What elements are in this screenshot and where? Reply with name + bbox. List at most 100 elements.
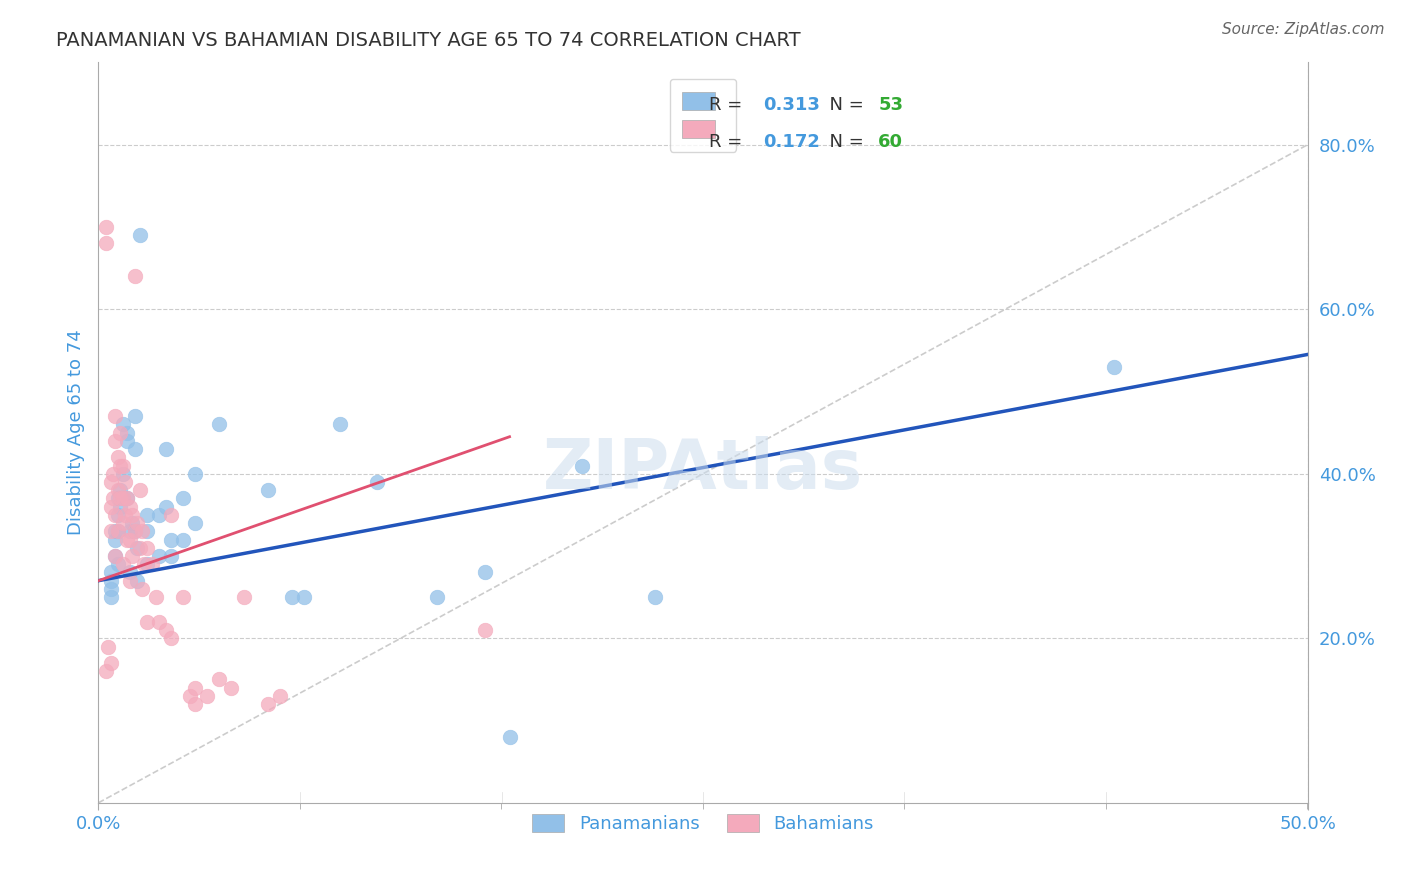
Point (104, 549, 127, 563)
Point (100, 582, 122, 596)
Point (118, 533, 141, 547)
Point (135, 615, 157, 629)
Point (135, 524, 157, 539)
Point (100, 656, 122, 670)
Point (118, 524, 141, 539)
Point (160, 533, 183, 547)
Point (256, 697, 278, 711)
Point (184, 516, 207, 530)
Point (474, 566, 496, 580)
Point (100, 524, 122, 539)
Point (179, 689, 201, 703)
Text: R =: R = (709, 95, 748, 114)
Point (184, 697, 207, 711)
Point (104, 508, 127, 522)
Point (127, 516, 149, 530)
Point (135, 558, 157, 572)
Point (108, 491, 131, 506)
Point (107, 491, 129, 506)
Point (124, 524, 146, 539)
Point (100, 590, 122, 604)
Point (644, 590, 666, 604)
Point (172, 590, 194, 604)
Point (121, 549, 143, 563)
Point (107, 508, 129, 522)
Point (148, 508, 170, 522)
Point (108, 458, 131, 473)
Point (117, 425, 139, 440)
Text: PANAMANIAN VS BAHAMIAN DISABILITY AGE 65 TO 74 CORRELATION CHART: PANAMANIAN VS BAHAMIAN DISABILITY AGE 65… (56, 31, 801, 50)
Legend: Panamanians, Bahamians: Panamanians, Bahamians (519, 801, 887, 846)
Text: ZIPAtlas: ZIPAtlas (543, 436, 863, 503)
Point (155, 442, 177, 456)
Point (256, 483, 278, 498)
Point (121, 516, 143, 530)
Point (232, 590, 254, 604)
Point (135, 508, 157, 522)
Point (135, 541, 157, 555)
Point (101, 467, 124, 481)
Point (426, 590, 449, 604)
Point (100, 566, 122, 580)
Point (111, 491, 134, 506)
Text: 0.172: 0.172 (763, 133, 820, 151)
Point (107, 524, 129, 539)
Point (104, 434, 127, 448)
Point (107, 450, 129, 465)
Point (128, 483, 150, 498)
Point (208, 417, 231, 432)
Point (104, 549, 127, 563)
Point (281, 590, 304, 604)
Point (104, 409, 127, 424)
Point (104, 533, 127, 547)
Point (172, 491, 194, 506)
Point (111, 516, 134, 530)
Point (100, 500, 122, 514)
Point (124, 524, 146, 539)
Point (111, 417, 134, 432)
Point (128, 541, 150, 555)
Point (571, 458, 593, 473)
Point (208, 673, 231, 687)
Point (124, 409, 146, 424)
Point (145, 590, 167, 604)
Point (498, 730, 520, 744)
Point (184, 681, 207, 695)
Point (474, 623, 496, 637)
Text: 60: 60 (879, 133, 903, 151)
Point (160, 632, 183, 646)
Point (269, 689, 291, 703)
Point (94, 664, 117, 678)
Y-axis label: Disability Age 65 to 74: Disability Age 65 to 74 (66, 330, 84, 535)
Point (94, 219, 117, 234)
Point (100, 574, 122, 588)
Point (101, 491, 124, 506)
Point (108, 425, 131, 440)
Point (128, 228, 150, 243)
Point (148, 549, 170, 563)
Point (1102, 359, 1125, 374)
Point (111, 458, 134, 473)
Point (160, 549, 183, 563)
Point (108, 500, 131, 514)
Point (118, 574, 141, 588)
Point (148, 615, 170, 629)
Point (160, 508, 183, 522)
Text: Source: ZipAtlas.com: Source: ZipAtlas.com (1222, 22, 1385, 37)
Point (111, 558, 134, 572)
Point (107, 524, 129, 539)
Point (121, 508, 143, 522)
Point (184, 467, 207, 481)
Point (141, 558, 163, 572)
Point (114, 508, 136, 522)
Point (127, 541, 149, 555)
Point (124, 269, 146, 284)
Point (134, 558, 156, 572)
Point (111, 467, 134, 481)
Point (155, 623, 177, 637)
Point (107, 483, 129, 498)
Point (94, 236, 117, 251)
Point (366, 475, 388, 489)
Text: N =: N = (818, 95, 869, 114)
Text: 53: 53 (879, 95, 903, 114)
